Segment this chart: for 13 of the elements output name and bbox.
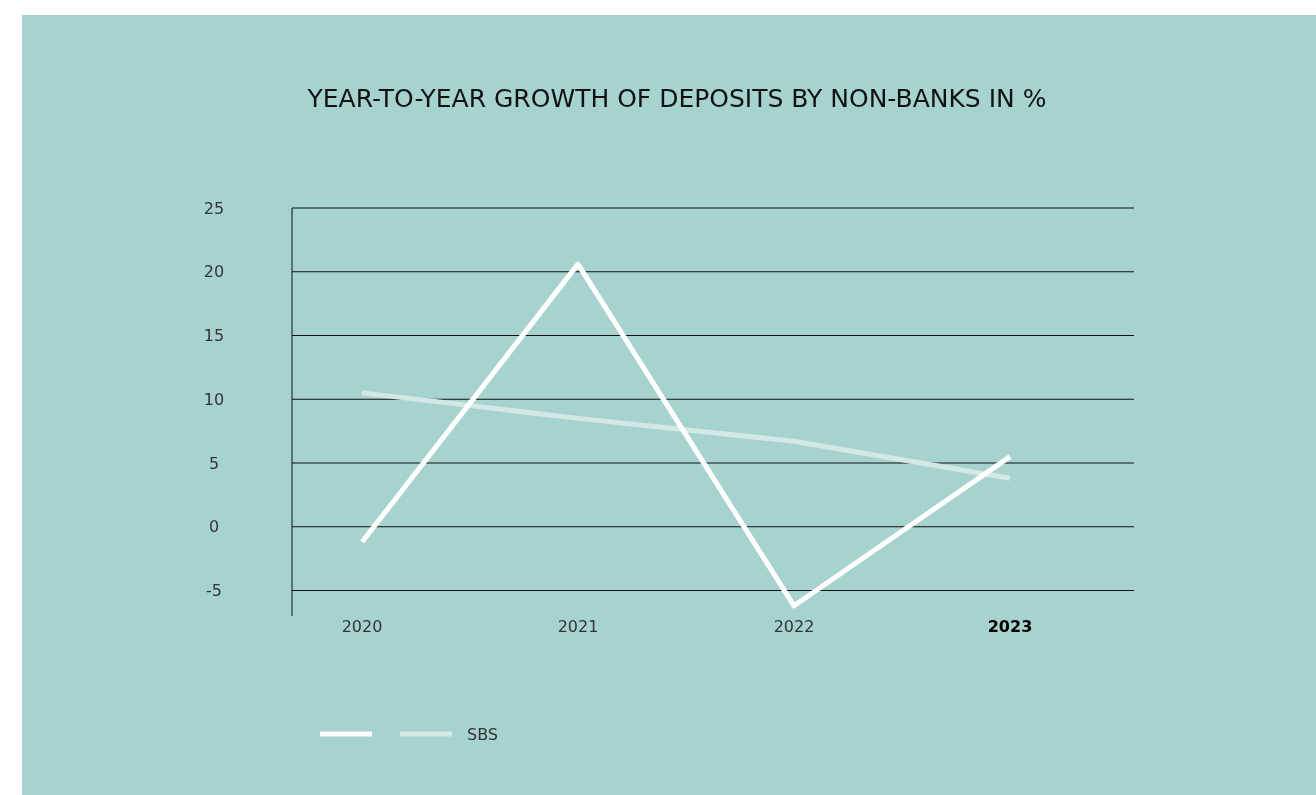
legend-label: SBS [467, 725, 499, 744]
y-tick-label: 20 [203, 262, 225, 282]
y-tick-label: -5 [206, 581, 222, 600]
x-tick-label: 2020 [341, 617, 383, 636]
x-tick-label: 2022 [773, 617, 815, 636]
chart-title: YEAR-TO-YEAR GROWTH OF DEPOSITS BY NON-BANKS IN % [306, 84, 1047, 113]
x-tick-label: 2023 [987, 617, 1033, 636]
x-tick-label: 2021 [557, 617, 599, 636]
y-tick-label: 10 [203, 389, 225, 409]
y-tick-label: 0 [208, 517, 220, 537]
y-tick-label: 25 [203, 198, 225, 218]
y-tick-label: 15 [203, 326, 225, 345]
y-tick-label: 5 [208, 453, 220, 473]
